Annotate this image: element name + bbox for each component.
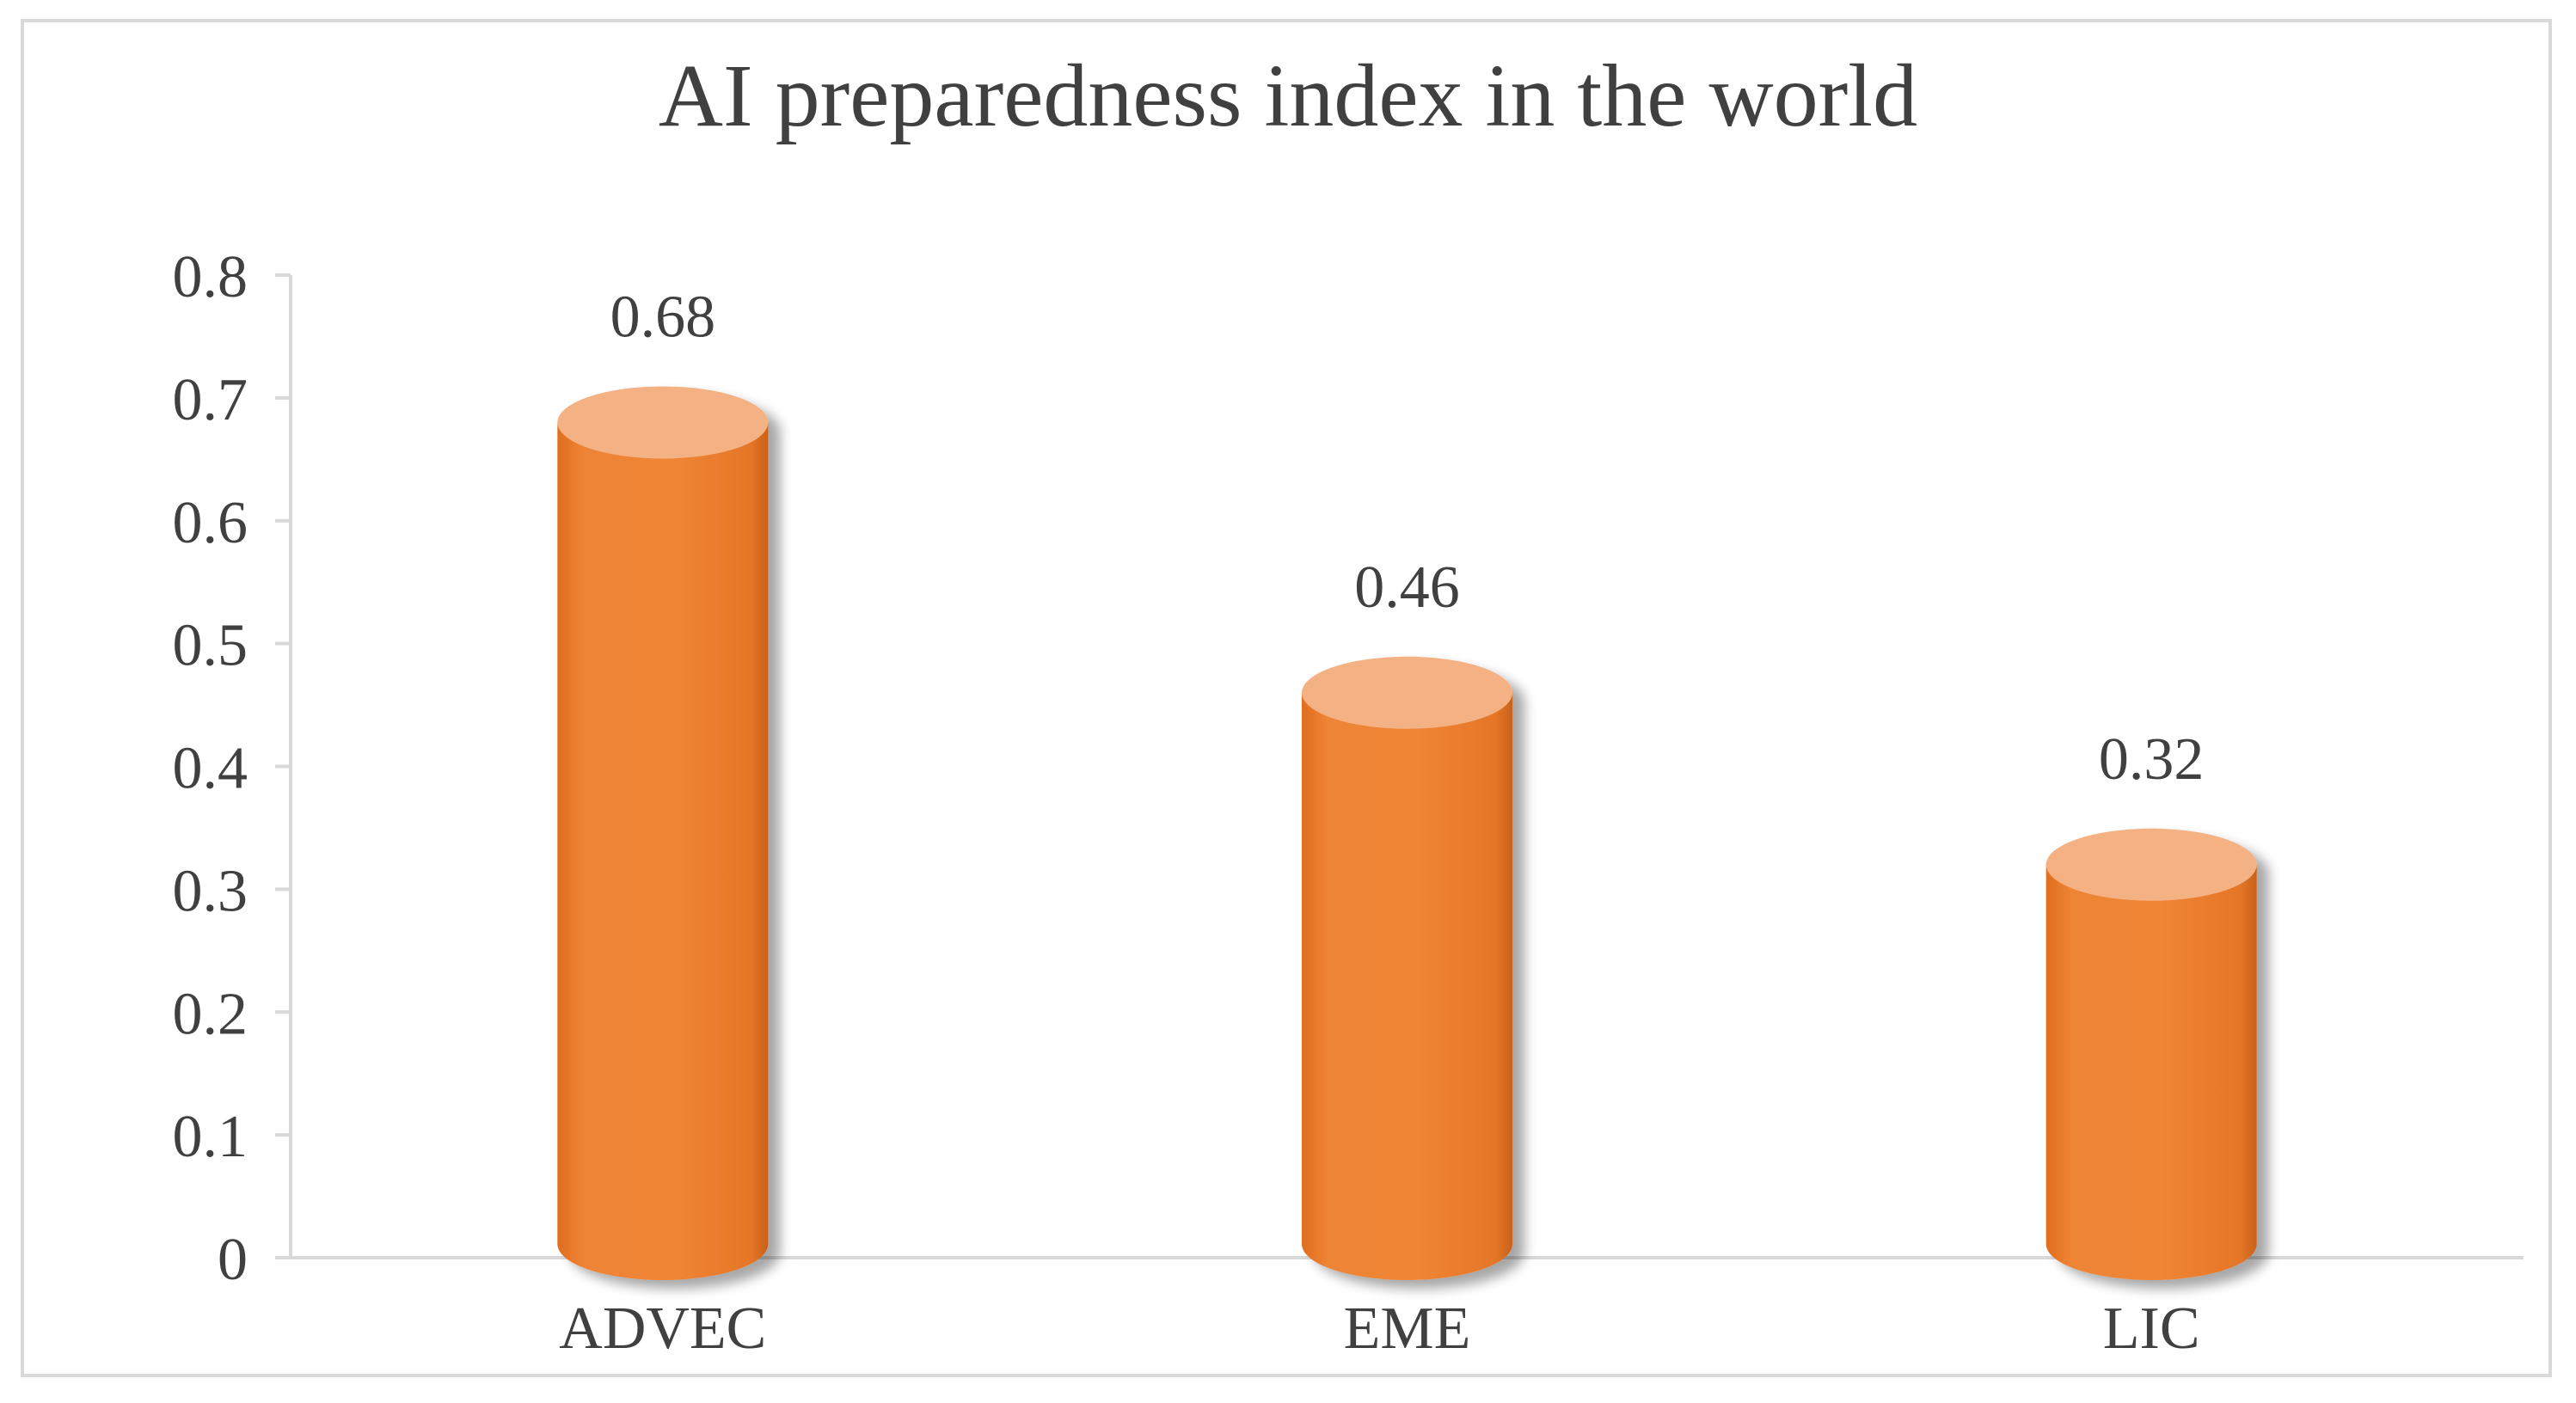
x-tick-label: ADVEC [559,1296,766,1362]
bar-body [557,422,769,1280]
bar-advec [557,386,769,1280]
y-tick-label: 0.8 [173,244,248,310]
data-label: 0.32 [2099,726,2205,793]
bar-lic [2045,828,2257,1280]
x-tick-label: LIC [2103,1296,2200,1362]
bar-top-cap [557,386,769,459]
y-tick-label: 0.7 [173,367,248,433]
y-tick-label: 0.1 [173,1104,248,1170]
bar-top-cap [2045,828,2257,901]
x-tick-label: EME [1344,1296,1471,1362]
bar-top-cap [1302,656,1512,729]
y-tick-label: 0.2 [173,981,248,1047]
chart-title: AI preparedness index in the world [658,46,1918,145]
y-tick-label: 0.6 [173,490,248,556]
y-tick-label: 0.4 [173,736,248,802]
y-tick-label: 0.3 [173,858,248,924]
bar-body [2045,864,2257,1280]
data-label: 0.46 [1354,554,1460,621]
bar-body [1302,692,1512,1280]
bar-eme [1302,656,1512,1280]
y-tick-label: 0 [218,1227,248,1293]
y-tick-label: 0.5 [173,613,248,679]
data-label: 0.68 [610,284,716,350]
